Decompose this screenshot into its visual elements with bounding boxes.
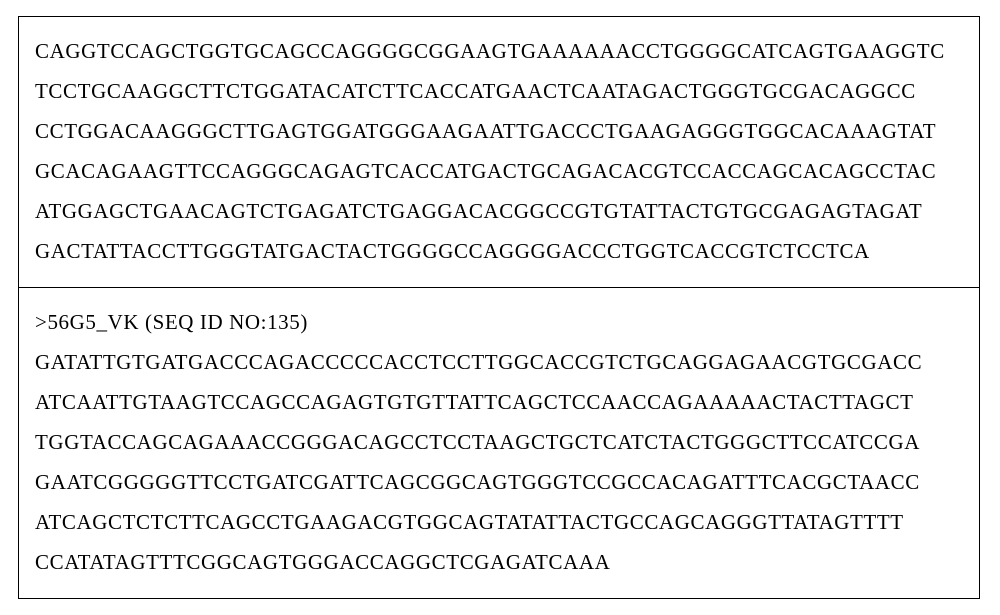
sequence-row: CAGGTCCAGCTGGTGCAGCCAGGGGCGGAAGTGAAAAAAC… — [19, 17, 980, 288]
sequence-line: ATGGAGCTGAACAGTCTGAGATCTGAGGACACGGCCGTGT… — [35, 191, 963, 231]
sequence-cell: >56G5_VK (SEQ ID NO:135)GATATTGTGATGACCC… — [19, 288, 980, 599]
sequence-cell: CAGGTCCAGCTGGTGCAGCCAGGGGCGGAAGTGAAAAAAC… — [19, 17, 980, 288]
sequence-line: CAGGTCCAGCTGGTGCAGCCAGGGGCGGAAGTGAAAAAAC… — [35, 31, 963, 71]
sequence-line: GAATCGGGGGTTCCTGATCGATTCAGCGGCAGTGGGTCCG… — [35, 462, 963, 502]
sequence-line: ATCAATTGTAAGTCCAGCCAGAGTGTGTTATTCAGCTCCA… — [35, 382, 963, 422]
sequence-row: >56G5_VK (SEQ ID NO:135)GATATTGTGATGACCC… — [19, 288, 980, 599]
sequence-line: CCTGGACAAGGGCTTGAGTGGATGGGAAGAATTGACCCTG… — [35, 111, 963, 151]
sequence-line: TGGTACCAGCAGAAACCGGGACAGCCTCCTAAGCTGCTCA… — [35, 422, 963, 462]
sequence-line: TCCTGCAAGGCTTCTGGATACATCTTCACCATGAACTCAA… — [35, 71, 963, 111]
sequence-table-body: CAGGTCCAGCTGGTGCAGCCAGGGGCGGAAGTGAAAAAAC… — [19, 17, 980, 599]
sequence-block: >56G5_VK (SEQ ID NO:135)GATATTGTGATGACCC… — [35, 302, 963, 582]
sequence-line: ATCAGCTCTCTTCAGCCTGAAGACGTGGCAGTATATTACT… — [35, 502, 963, 542]
sequence-line: GACTATTACCTTGGGTATGACTACTGGGGCCAGGGGACCC… — [35, 231, 963, 271]
sequence-header: >56G5_VK (SEQ ID NO:135) — [35, 302, 963, 342]
sequence-line: GATATTGTGATGACCCAGACCCCCACCTCCTTGGCACCGT… — [35, 342, 963, 382]
sequence-line: CCATATAGTTTCGGCAGTGGGACCAGGCTCGAGATCAAA — [35, 542, 963, 582]
sequence-block: CAGGTCCAGCTGGTGCAGCCAGGGGCGGAAGTGAAAAAAC… — [35, 31, 963, 271]
sequence-line: GCACAGAAGTTCCAGGGCAGAGTCACCATGACTGCAGACA… — [35, 151, 963, 191]
sequence-table: CAGGTCCAGCTGGTGCAGCCAGGGGCGGAAGTGAAAAAAC… — [18, 16, 980, 599]
